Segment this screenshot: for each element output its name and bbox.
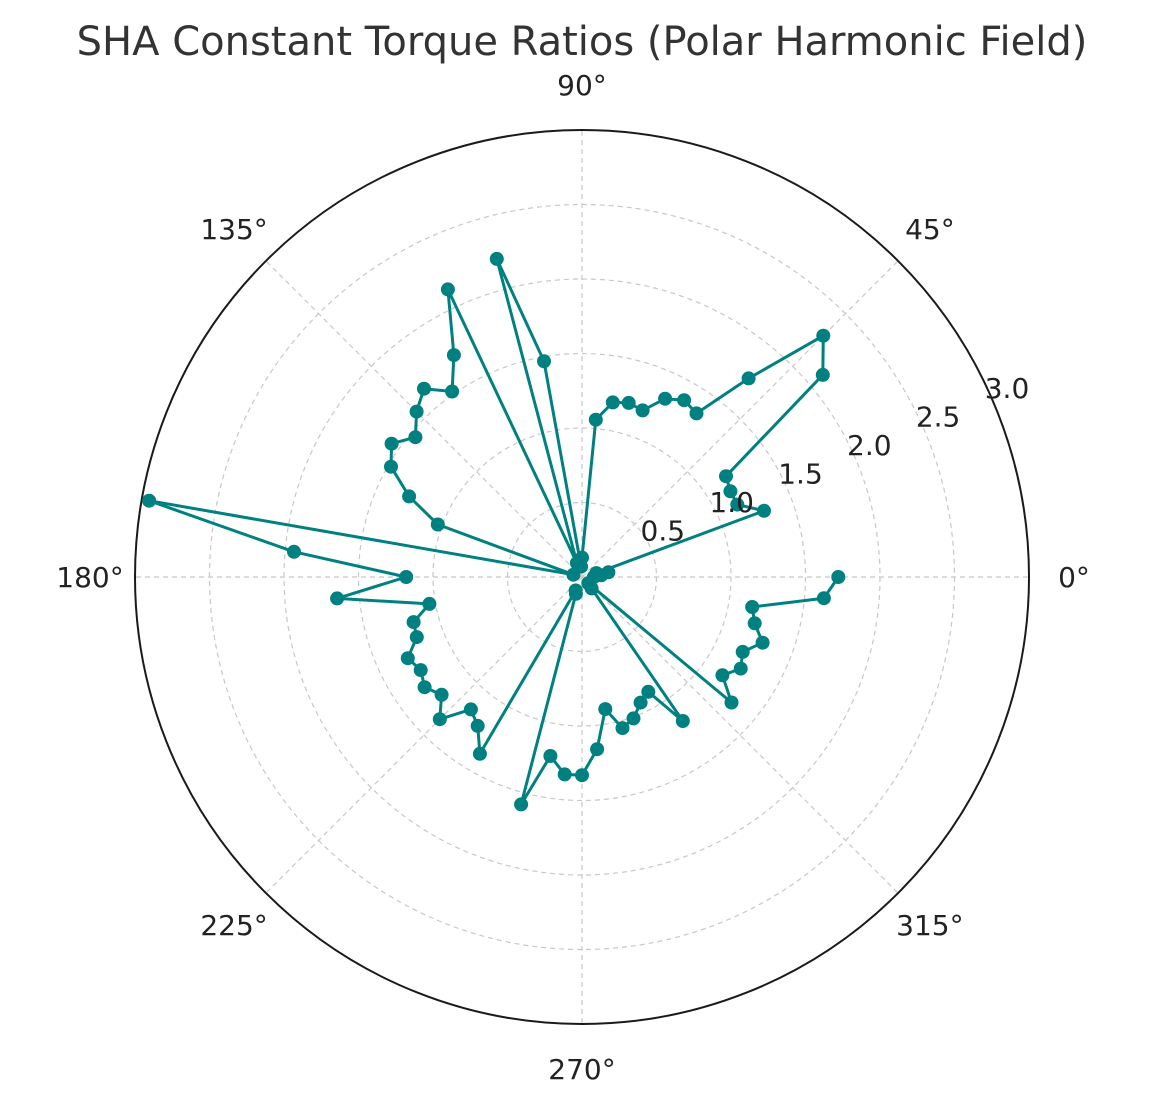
data-point-46 <box>432 712 447 727</box>
data-point-54 <box>557 767 572 782</box>
chart-title: SHA Constant Torque Ratios (Polar Harmon… <box>77 19 1088 65</box>
data-point-47 <box>463 702 478 717</box>
radial-tick-label: 0.5 <box>641 515 686 548</box>
data-point-40 <box>406 615 421 630</box>
data-point-7 <box>723 484 738 499</box>
angular-gridline-4 <box>265 260 583 578</box>
data-point-28 <box>409 404 424 419</box>
data-point-18 <box>588 412 603 427</box>
data-point-73 <box>831 570 846 584</box>
data-point-42 <box>400 651 415 666</box>
radial-tick-label: 2.0 <box>847 429 892 462</box>
data-point-44 <box>417 680 432 695</box>
data-point-43 <box>413 663 428 678</box>
data-point-36 <box>287 544 301 559</box>
data-point-55 <box>575 768 589 783</box>
data-point-30 <box>384 436 399 451</box>
data-point-52 <box>514 797 529 812</box>
data-point-15 <box>635 403 650 418</box>
series-layer <box>142 251 846 812</box>
data-point-5 <box>757 503 771 518</box>
data-point-24 <box>440 282 455 297</box>
angle-tick-label: 315° <box>896 909 963 942</box>
data-point-4 <box>589 566 604 581</box>
data-point-23 <box>569 556 584 570</box>
data-point-67 <box>733 661 748 676</box>
data-point-39 <box>422 596 437 611</box>
data-point-16 <box>621 395 636 410</box>
data-point-10 <box>816 328 831 343</box>
data-point-51 <box>568 586 583 601</box>
data-point-64 <box>581 576 596 591</box>
data-point-3 <box>601 565 616 580</box>
angle-tick-label: 225° <box>200 909 267 942</box>
angle-tick-label: 45° <box>905 213 955 246</box>
data-point-57 <box>598 702 613 717</box>
data-point-41 <box>409 630 424 645</box>
data-point-31 <box>384 459 398 474</box>
data-point-21 <box>537 354 551 369</box>
data-point-27 <box>417 381 431 396</box>
data-point-65 <box>724 695 739 710</box>
angular-gridline-2 <box>581 260 899 578</box>
data-point-32 <box>402 489 417 504</box>
angle-tick-label: 0° <box>1058 561 1090 594</box>
data-point-61 <box>641 684 656 699</box>
data-point-58 <box>615 721 630 736</box>
grid-layer <box>134 129 1030 1025</box>
data-point-69 <box>755 635 770 650</box>
angular-gridline-6 <box>265 576 583 894</box>
data-point-68 <box>735 644 750 659</box>
angular-gridline-8 <box>581 576 899 894</box>
data-point-59 <box>626 711 641 726</box>
radial-gridline-3 <box>357 352 807 802</box>
tick-label-layer: 0° 45° 90° 135° 180° 225° 270° 315° 0.5 1.0 1.5 2.0… <box>56 69 1090 1086</box>
data-point-62 <box>675 714 690 728</box>
data-point-71 <box>745 600 760 614</box>
data-point-6 <box>730 497 745 512</box>
polar-frame <box>134 129 1030 1025</box>
data-point-45 <box>434 687 449 702</box>
data-point-29 <box>408 430 423 445</box>
data-point-33 <box>430 517 445 532</box>
data-point-72 <box>816 591 831 606</box>
data-point-25 <box>446 348 461 363</box>
data-point-60 <box>633 695 648 710</box>
angle-tick-label: 270° <box>548 1053 615 1086</box>
angle-tick-label: 180° <box>56 561 123 594</box>
data-point-26 <box>445 384 460 399</box>
data-point-56 <box>590 742 605 757</box>
radial-tick-label: 1.0 <box>709 486 754 519</box>
data-point-14 <box>658 391 673 406</box>
series-line-1 <box>147 257 840 806</box>
data-point-70 <box>747 616 762 631</box>
angle-tick-label: 135° <box>200 213 267 246</box>
data-point-9 <box>815 367 830 382</box>
data-point-49 <box>472 746 487 761</box>
data-point-12 <box>689 406 704 421</box>
data-point-34 <box>566 567 581 582</box>
data-point-22 <box>489 251 504 266</box>
data-point-37 <box>399 570 414 584</box>
radial-tick-label: 2.5 <box>916 401 961 434</box>
data-point-48 <box>470 718 485 733</box>
radial-tick-label: 3.0 <box>985 372 1030 405</box>
radial-tick-label: 1.5 <box>778 458 823 491</box>
data-point-8 <box>719 469 733 484</box>
data-point-35 <box>142 493 157 508</box>
angle-tick-label: 90° <box>557 69 607 102</box>
data-point-13 <box>677 393 692 408</box>
data-point-38 <box>330 591 345 606</box>
data-point-53 <box>543 749 558 763</box>
data-point-66 <box>715 668 730 683</box>
data-point-11 <box>741 371 756 386</box>
data-point-17 <box>605 395 620 410</box>
